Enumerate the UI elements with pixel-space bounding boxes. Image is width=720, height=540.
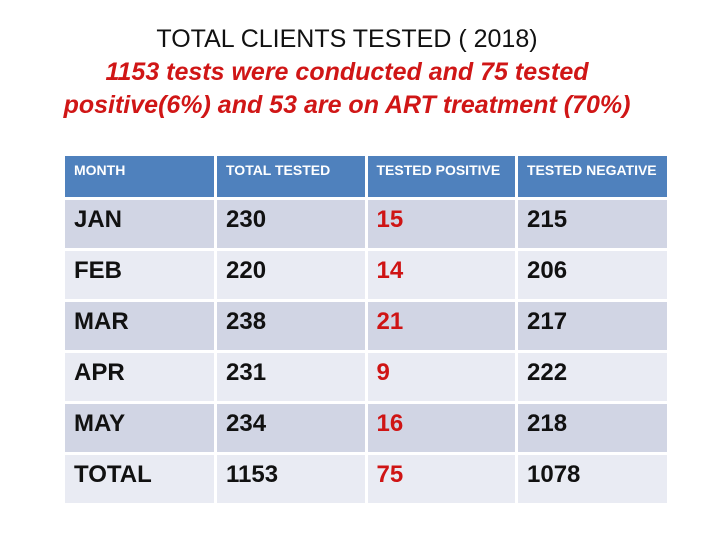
table-row: MAR 238 21 217 xyxy=(65,300,667,353)
slide-header: TOTAL CLIENTS TESTED ( 2018) 1153 tests … xyxy=(0,0,694,122)
subtitle-line-2: positive(6%) and 53 are on ART treatment… xyxy=(63,91,631,119)
cell-total-tested: 220 xyxy=(215,249,368,302)
cell-total-tested: 231 xyxy=(215,351,368,404)
cell-tested-negative: 217 xyxy=(516,300,667,353)
column-header-tested-positive: TESTED POSITIVE xyxy=(366,156,518,200)
cell-total-tested: 1153 xyxy=(215,453,368,506)
table-header-row: MONTH TOTAL TESTED TESTED POSITIVE TESTED N… xyxy=(65,156,667,200)
table-row: FEB 220 14 206 xyxy=(65,249,667,302)
cell-tested-negative: 222 xyxy=(516,351,667,404)
cell-month: FEB xyxy=(65,249,217,302)
clients-tested-table: MONTH TOTAL TESTED TESTED POSITIVE TESTED N… xyxy=(65,156,667,506)
column-header-total-tested: TOTAL TESTED xyxy=(215,156,368,200)
column-header-tested-negative: TESTED NEGATIVE xyxy=(516,156,667,200)
slide-subtitle: 1153 tests were conducted and 75 tested … xyxy=(0,56,694,122)
cell-total-tested: 230 xyxy=(215,198,368,251)
table-row: MAY 234 16 218 xyxy=(65,402,667,455)
cell-month: APR xyxy=(65,351,217,404)
cell-month: JAN xyxy=(65,198,217,251)
cell-month: MAY xyxy=(65,402,217,455)
table-row: TOTAL 1153 75 1078 xyxy=(65,453,667,506)
cell-tested-negative: 218 xyxy=(516,402,667,455)
cell-tested-negative: 215 xyxy=(516,198,667,251)
cell-month: MAR xyxy=(65,300,217,353)
cell-tested-positive: 21 xyxy=(366,300,518,353)
cell-total-tested: 234 xyxy=(215,402,368,455)
cell-tested-positive: 14 xyxy=(366,249,518,302)
table-row: APR 231 9 222 xyxy=(65,351,667,404)
column-header-month: MONTH xyxy=(65,156,217,200)
cell-total-tested: 238 xyxy=(215,300,368,353)
cell-tested-positive: 9 xyxy=(366,351,518,404)
table-row: JAN 230 15 215 xyxy=(65,198,667,251)
subtitle-line-1: 1153 tests were conducted and 75 tested xyxy=(105,58,589,86)
cell-tested-negative: 206 xyxy=(516,249,667,302)
cell-tested-positive: 16 xyxy=(366,402,518,455)
slide-title: TOTAL CLIENTS TESTED ( 2018) xyxy=(156,25,538,53)
cell-tested-positive: 15 xyxy=(366,198,518,251)
table-body: JAN 230 15 215 FEB 220 14 206 MAR 238 21 217 APR 231 9… xyxy=(65,198,667,506)
cell-tested-positive: 75 xyxy=(366,453,518,506)
cell-tested-negative: 1078 xyxy=(516,453,667,506)
cell-month: TOTAL xyxy=(65,453,217,506)
